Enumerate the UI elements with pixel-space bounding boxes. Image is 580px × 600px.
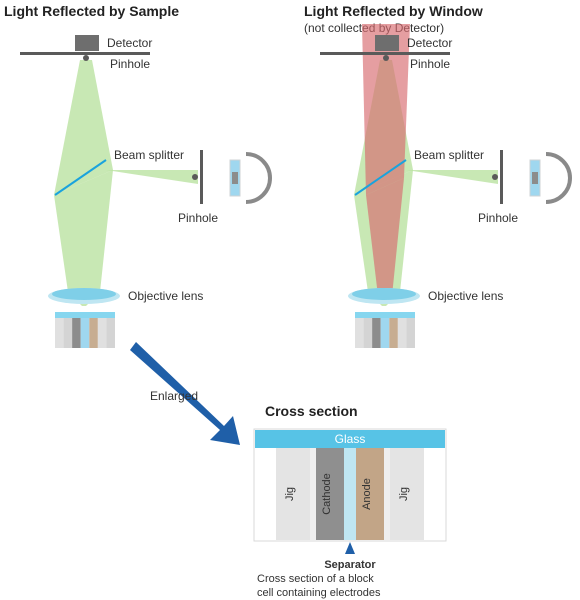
block-layer [389, 318, 398, 348]
pinhole-bar-top [20, 52, 150, 55]
block-layer [372, 318, 381, 348]
panel-left: Light Reflected by Sample Detector Pinhole… [4, 3, 270, 348]
detector-label: Detector [107, 36, 152, 50]
pinhole-dot-top [83, 55, 89, 61]
panel-right: Light Reflected by Window(not collected … [304, 3, 570, 348]
block-layer [406, 318, 415, 348]
cathode-label: Cathode [321, 473, 333, 515]
block-layer [355, 318, 364, 348]
pinhole-dot-right [492, 174, 498, 180]
title-right-a: Light Reflected by Window [304, 3, 483, 19]
objective-lens [352, 288, 416, 300]
cross-section-title: Cross section [265, 403, 358, 419]
cross-section: Cross section Glass Jig Cathode Anode Jig Sepa… [254, 403, 446, 599]
anode-label: Anode [361, 478, 373, 510]
green-beam [106, 170, 198, 184]
pinhole-dot-right [192, 174, 198, 180]
caption-a: Cross section of a block [257, 573, 374, 585]
pinhole-label-top: Pinhole [410, 57, 450, 71]
beam-splitter-label: Beam splitter [114, 148, 184, 162]
enlarged-label: Enlarged [150, 389, 198, 403]
block-layer [64, 318, 73, 348]
block-layer [89, 318, 98, 348]
pinhole-label-right: Pinhole [178, 211, 218, 225]
source-mirror [246, 154, 270, 202]
block-layer [98, 318, 107, 348]
detector-body [75, 35, 99, 51]
pinhole-bar-top [320, 52, 450, 55]
block-layer [55, 318, 64, 348]
jig-label: Jig [398, 487, 410, 501]
block-layer [398, 318, 407, 348]
objective-label: Objective lens [428, 289, 503, 303]
objective-lens [52, 288, 116, 300]
block-layer [81, 318, 90, 348]
xsec-sep [344, 448, 356, 540]
glass-label: Glass [335, 432, 366, 446]
xsec-gap [310, 448, 316, 540]
green-beam [406, 170, 498, 184]
objective-label: Objective lens [128, 289, 203, 303]
title-left: Light Reflected by Sample [4, 3, 179, 19]
source-cell-core [532, 172, 538, 184]
xsec-gap [384, 448, 390, 540]
caption-b: cell containing electrodes [257, 587, 381, 599]
pinhole-label-top: Pinhole [110, 57, 150, 71]
detector-label: Detector [407, 36, 452, 50]
pinhole-label-right: Pinhole [478, 211, 518, 225]
block-layer [106, 318, 115, 348]
source-mirror [546, 154, 570, 202]
block-layer [72, 318, 81, 348]
detector-body [375, 35, 399, 51]
block-glass-top [355, 312, 415, 318]
separator-label: Separator [324, 559, 376, 571]
block-layer [364, 318, 373, 348]
pinhole-bar-right [200, 150, 203, 204]
pinhole-dot-top [383, 55, 389, 61]
source-cell-core [232, 172, 238, 184]
block-glass-top [55, 312, 115, 318]
pinhole-bar-right [500, 150, 503, 204]
jig-label: Jig [284, 487, 296, 501]
separator-arrow-icon [345, 542, 355, 554]
block-layer [381, 318, 390, 348]
beam-splitter-label: Beam splitter [414, 148, 484, 162]
